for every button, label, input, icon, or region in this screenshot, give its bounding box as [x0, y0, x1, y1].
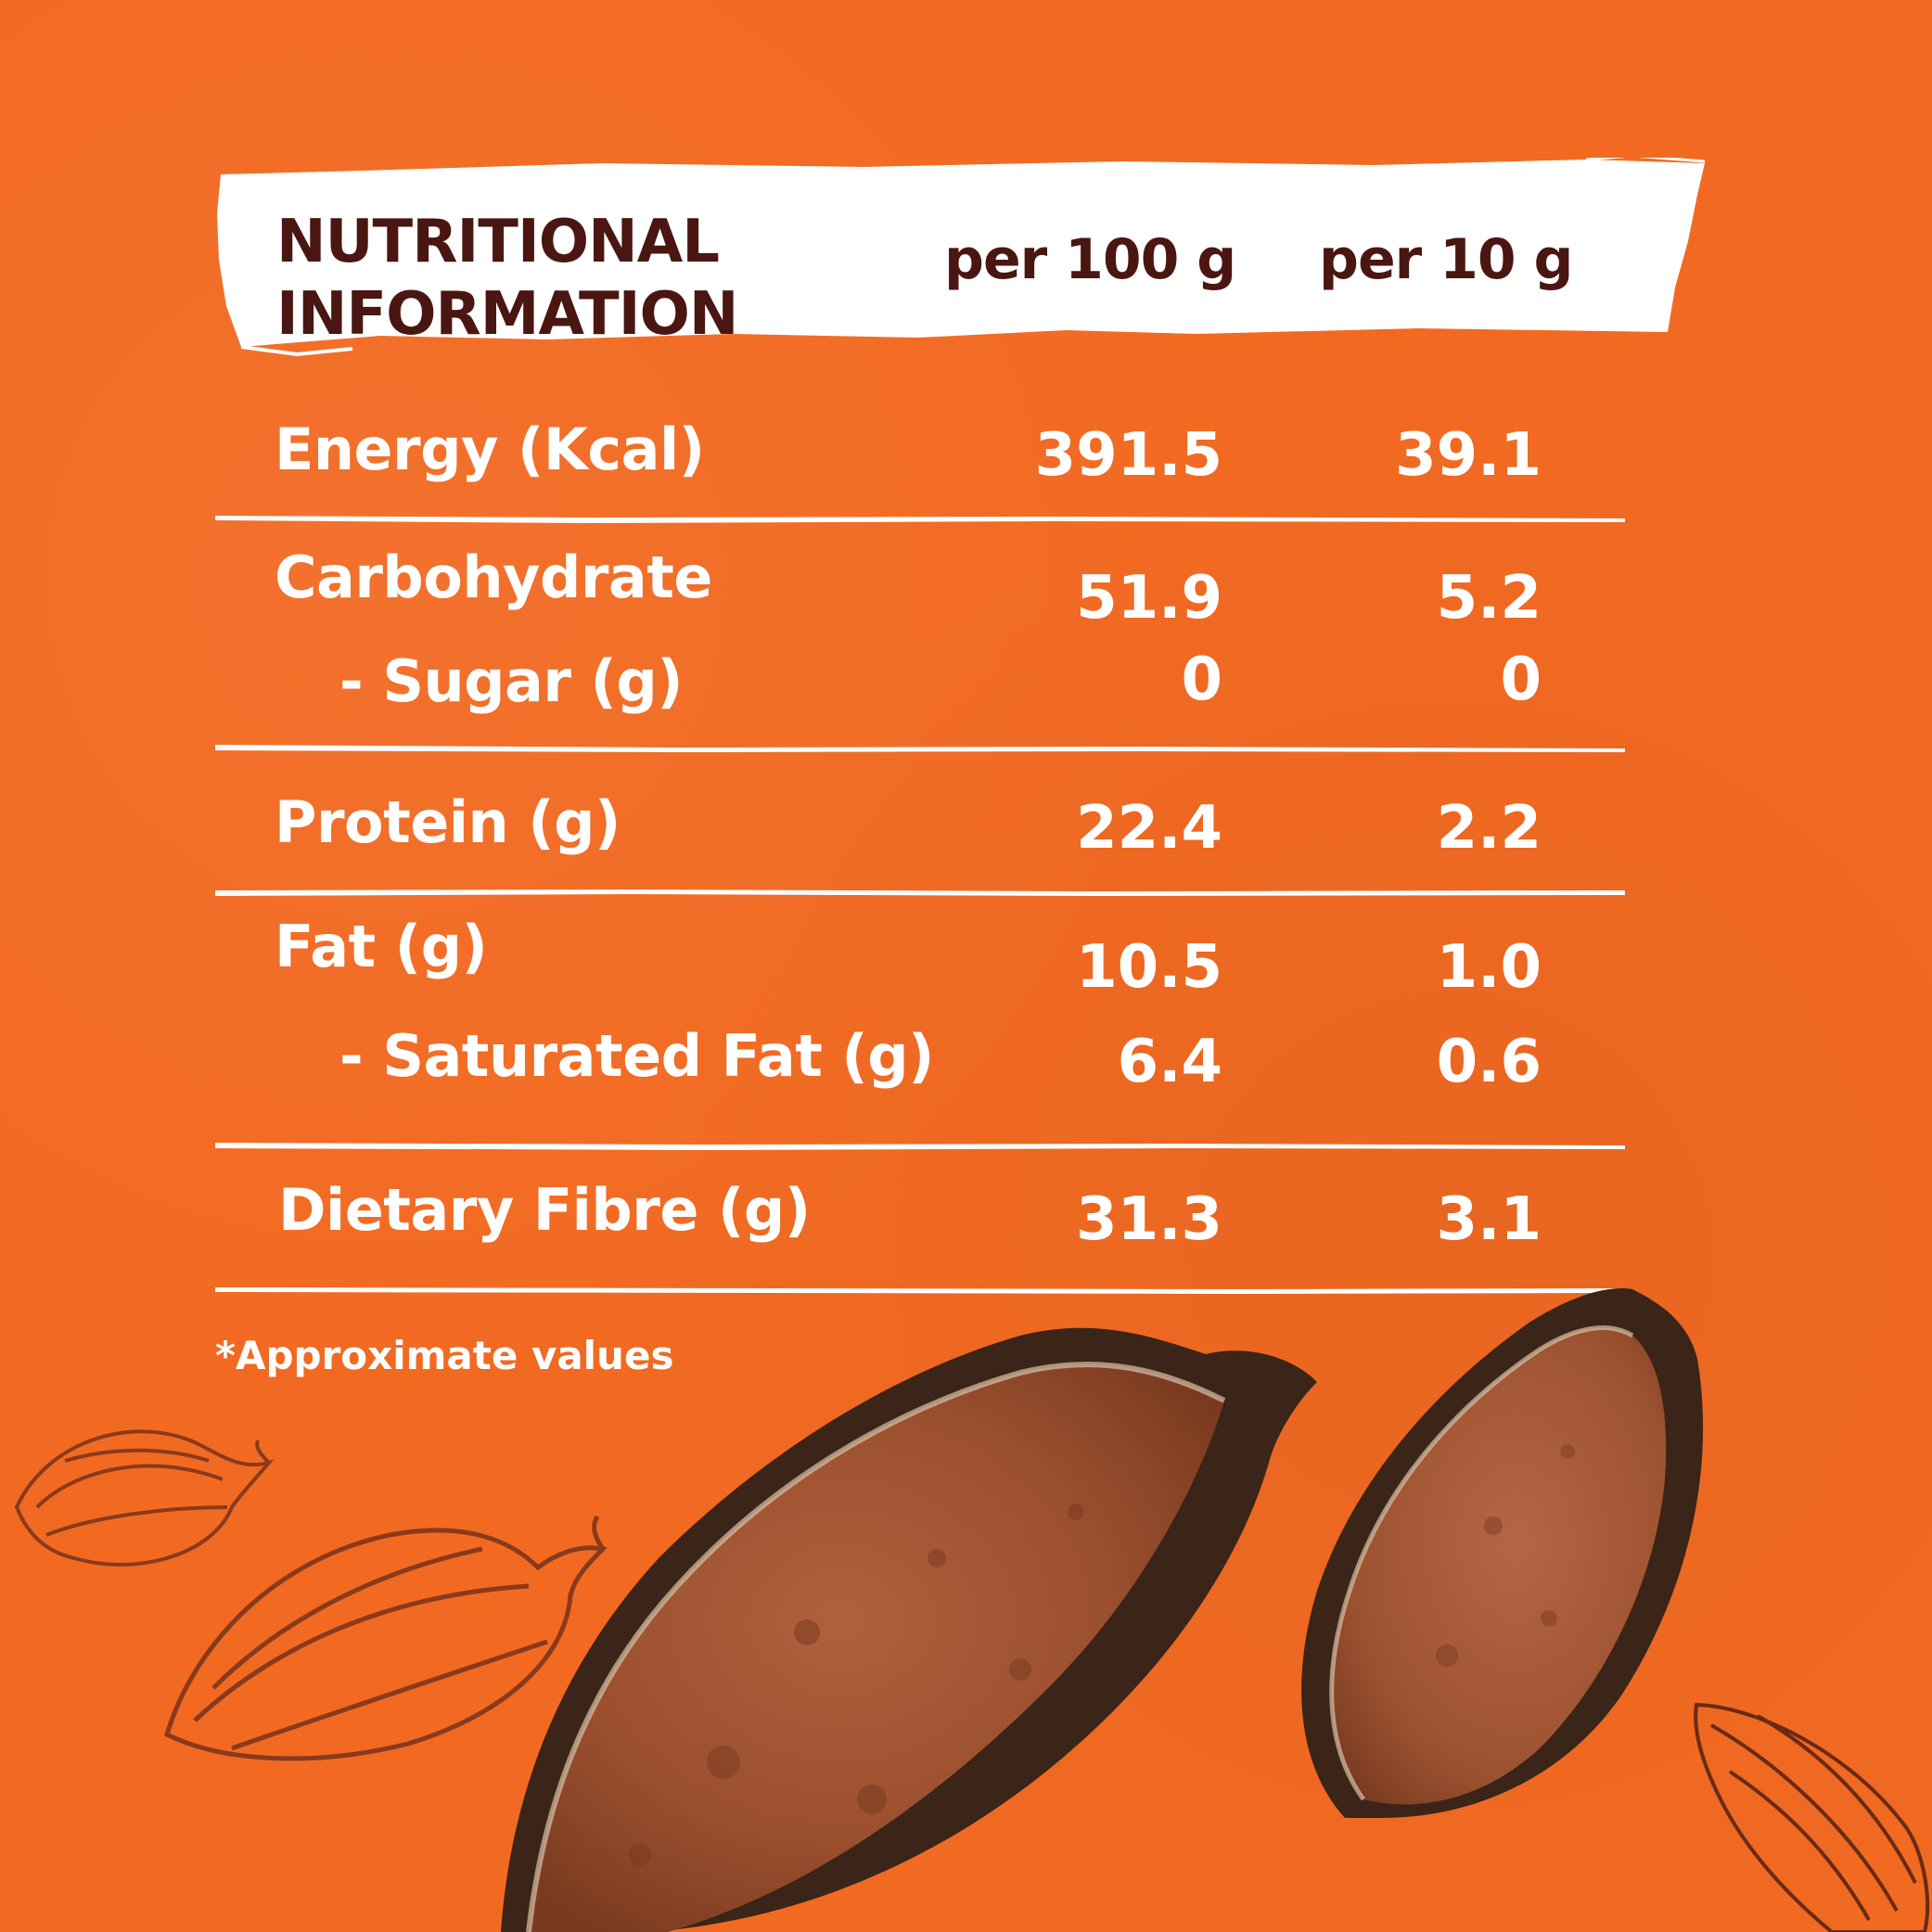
row-label-saturated-fat: - Saturated Fat (g): [339, 1022, 935, 1090]
row-label-energy: Energy (Kcal): [275, 416, 705, 483]
value-sugar-per100: 0: [1181, 646, 1222, 714]
row-label-dietary-fibre: Dietary Fibre (g): [278, 1176, 811, 1244]
panel-title: NUTRITIONAL INFORMATION: [276, 206, 738, 351]
column-header-per-100g: per 100 g: [944, 227, 1236, 292]
value-dietary-fibre-per10: 3.1: [1436, 1185, 1542, 1254]
row-label-carbohydrate: Carbohydrate: [275, 544, 712, 611]
cocoa-pod-sketch-icon: [14, 1429, 275, 1567]
value-saturated-fat-per100: 6.4: [1117, 1028, 1222, 1096]
value-carbohydrate-per10: 5.2: [1436, 564, 1542, 633]
header-band: [213, 158, 1716, 366]
title-line-2: INFORMATION: [276, 280, 738, 349]
value-dietary-fibre-per100: 31.3: [1076, 1185, 1222, 1254]
row-divider: [215, 745, 1625, 752]
row-divider: [215, 889, 1625, 896]
value-saturated-fat-per10: 0.6: [1436, 1028, 1542, 1096]
row-label-fat: Fat (g): [275, 913, 488, 980]
value-carbohydrate-per100: 51.9: [1076, 564, 1222, 633]
value-energy-per10: 39.1: [1395, 421, 1542, 490]
column-header-per-10g: per 10 g: [1319, 227, 1573, 292]
value-fat-per10: 1.0: [1436, 933, 1542, 1002]
value-protein-per10: 2.2: [1436, 794, 1542, 863]
value-sugar-per10: 0: [1500, 646, 1542, 714]
cocoa-pod-sketch-icon: [1694, 1702, 1930, 1932]
row-label-protein: Protein (g): [275, 788, 621, 856]
row-divider: [215, 516, 1625, 523]
value-energy-per100: 391.5: [1034, 421, 1222, 490]
value-protein-per100: 22.4: [1076, 794, 1222, 863]
row-divider: [215, 1287, 1625, 1294]
row-divider: [215, 1143, 1625, 1150]
cocoa-pod-sketch-icon: [163, 1515, 608, 1761]
cocoa-pod-powder-image: [1301, 1288, 1704, 1818]
footnote: *Approximate values: [215, 1333, 674, 1378]
title-line-1: NUTRITIONAL: [276, 208, 720, 276]
row-label-sugar: - Sugar (g): [339, 647, 684, 715]
cocoa-pod-powder-image: [501, 1327, 1317, 1932]
value-fat-per100: 10.5: [1076, 933, 1222, 1002]
